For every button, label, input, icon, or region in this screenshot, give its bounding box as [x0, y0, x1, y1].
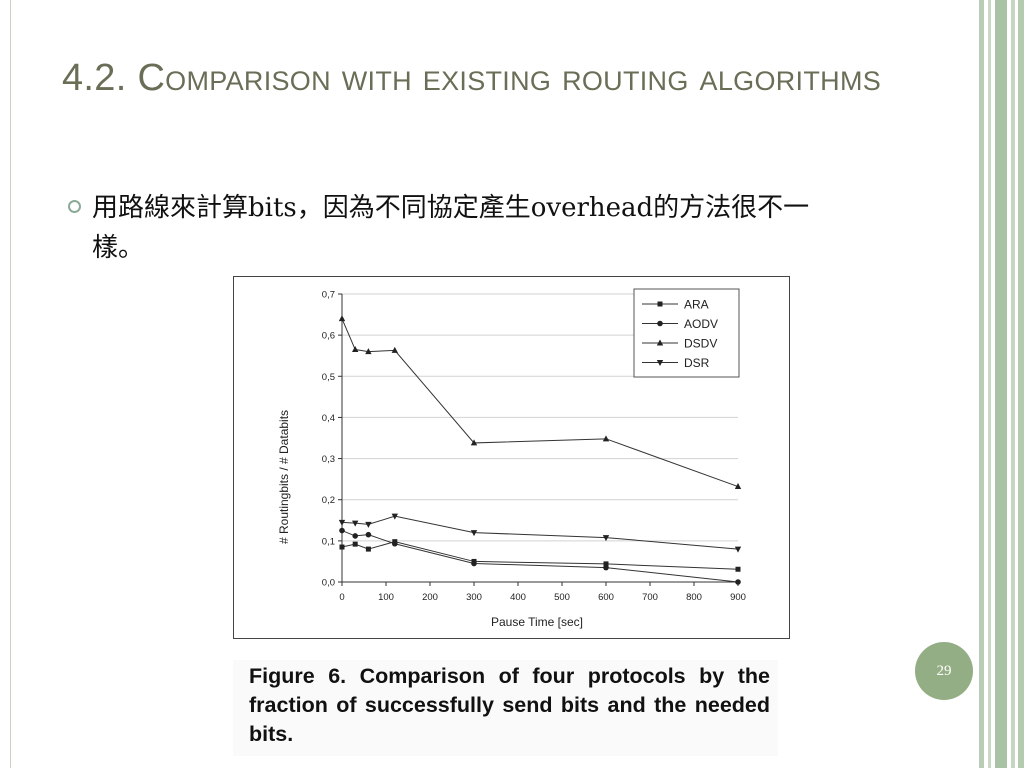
data-point-dsr [602, 535, 610, 542]
figure-caption: Figure 6. Comparison of four protocols b… [233, 660, 778, 756]
data-point-aodv [352, 533, 358, 539]
series-dsr [338, 513, 742, 553]
series-layer [338, 315, 742, 585]
legend-label-dsdv: DSDV [684, 337, 717, 351]
data-point-ara [365, 546, 371, 552]
legend-marker-dsr [656, 360, 664, 366]
data-point-ara [339, 544, 345, 550]
y-tick-label: 0,1 [322, 536, 335, 547]
page-number-badge: 29 [915, 642, 973, 700]
axis-layer [341, 294, 738, 583]
data-point-aodv [339, 527, 345, 534]
bullet-circle-icon [68, 200, 81, 213]
legend-marker-ara [657, 301, 663, 307]
legend-marker-dsdv [656, 339, 664, 346]
decor-stripe [1011, 0, 1015, 768]
x-tick-label: 100 [378, 592, 394, 603]
data-point-aodv [735, 579, 741, 585]
data-point-dsdv [338, 315, 346, 322]
data-point-aodv [365, 531, 372, 538]
x-tick-label: 700 [642, 592, 658, 603]
y-tick-label: 0,5 [322, 372, 335, 383]
series-line-dsr [341, 515, 739, 550]
data-point-dsr [365, 521, 372, 528]
data-point-dsr [352, 520, 359, 527]
series-dsdv [338, 315, 742, 490]
data-point-ara [603, 561, 609, 567]
data-point-dsr [338, 519, 346, 526]
data-point-dsdv [470, 439, 478, 446]
data-point-ara [352, 541, 358, 547]
line-chart: 0,0 0,1 0,2 0,3 0,4 0,5 0,6 0,7 0 100 200 300 400 500… [277, 288, 746, 629]
data-point-dsr [470, 530, 478, 537]
x-axis-label: Pause Time [sec] [491, 615, 583, 629]
series-aodv [339, 527, 741, 585]
data-point-ara [735, 566, 741, 572]
y-axis-label: # Routingbits / # Databits [277, 410, 291, 544]
data-point-dsdv [602, 435, 610, 442]
y-tick-label: 0,7 [322, 290, 335, 301]
data-point-aodv [392, 540, 398, 547]
data-point-dsdv [352, 346, 359, 353]
legend-label-ara: ARA [684, 298, 709, 312]
x-tick-label: 600 [598, 592, 614, 603]
data-point-aodv [471, 560, 477, 567]
chart-container: 0,0 0,1 0,2 0,3 0,4 0,5 0,6 0,7 0 100 200 300 400 500… [233, 276, 790, 639]
ticks-layer: 0,0 0,1 0,2 0,3 0,4 0,5 0,6 0,7 0 100 200 300 400 500… [322, 290, 746, 604]
x-tick-label: 400 [510, 592, 526, 603]
legend: ARA AODV DSDV DSR [633, 288, 740, 378]
legend-label-dsr: DSR [684, 356, 710, 370]
decor-stripe [988, 0, 991, 768]
x-tick-label: 500 [554, 592, 570, 603]
slide-right-decoration [977, 0, 1024, 768]
decor-stripe [979, 0, 984, 768]
legend-label-aodv: AODV [684, 317, 718, 331]
decor-stripe [995, 0, 1007, 768]
data-point-dsr [391, 513, 398, 520]
y-tick-label: 0,0 [322, 578, 335, 589]
x-tick-label: 300 [466, 592, 482, 603]
x-tick-label: 900 [730, 592, 746, 603]
bullet-text: 用路線來計算bits，因為不同協定產生overhead的方法很不一樣。 [92, 193, 810, 263]
slide-title: 4.2. Comparison with existing routing al… [62, 57, 882, 99]
slide-left-border [0, 0, 11, 768]
x-tick-label: 200 [422, 592, 438, 603]
x-tick-label: 800 [686, 592, 702, 603]
legend-marker-aodv [657, 320, 663, 327]
decor-stripe [1018, 0, 1024, 768]
y-tick-label: 0,3 [322, 454, 335, 465]
data-point-dsdv [391, 346, 398, 353]
data-point-dsdv [734, 483, 742, 490]
data-point-dsdv [365, 348, 372, 355]
y-tick-label: 0,4 [322, 413, 335, 424]
y-tick-label: 0,2 [322, 495, 335, 506]
x-tick-label: 0 [339, 592, 344, 603]
data-point-aodv [603, 564, 609, 571]
series-line-aodv [341, 530, 739, 583]
y-tick-label: 0,6 [322, 331, 335, 342]
data-point-dsr [734, 546, 742, 553]
